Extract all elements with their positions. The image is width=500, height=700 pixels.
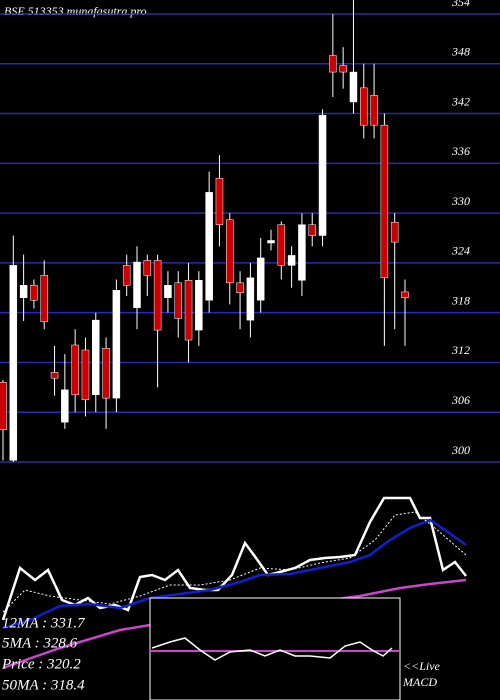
candle-body xyxy=(50,372,59,379)
y-tick-label: 348 xyxy=(451,45,470,59)
y-tick-label: 324 xyxy=(451,244,470,258)
candle-body xyxy=(195,280,203,331)
candle-body xyxy=(164,285,172,298)
candle-body xyxy=(308,224,316,236)
macd-line xyxy=(151,637,393,661)
candle-body xyxy=(246,277,255,321)
candle-body xyxy=(102,348,110,399)
candle-body xyxy=(92,319,100,396)
candle-body xyxy=(380,124,389,279)
live-label: <<Live xyxy=(403,659,441,673)
candle-body xyxy=(360,87,368,126)
candle-body xyxy=(339,65,347,73)
candle-body xyxy=(277,224,286,266)
ma12-line xyxy=(2,518,467,630)
y-tick-label: 318 xyxy=(451,293,470,307)
candle-body xyxy=(205,192,213,301)
candle-body xyxy=(143,260,152,276)
candle-body xyxy=(349,71,358,103)
candle-body xyxy=(112,290,121,399)
candle-body xyxy=(19,285,28,298)
candle-body xyxy=(81,349,90,401)
chart-title: BSE 513353 munafasutra.pro xyxy=(4,4,147,18)
indicators xyxy=(1,496,467,700)
y-tick-label: 342 xyxy=(451,94,470,108)
candle-body xyxy=(122,265,131,286)
y-tick-label: 300 xyxy=(451,443,470,457)
candle-body xyxy=(9,265,18,461)
y-tick-label: 354 xyxy=(451,0,470,9)
candle-body xyxy=(226,219,234,284)
candle-body xyxy=(184,280,193,341)
price-line xyxy=(1,496,467,621)
candle-body xyxy=(318,114,327,236)
note: 12MA : 331.7 xyxy=(2,615,86,631)
note: Price : 320.2 xyxy=(1,656,81,672)
y-tick-label: 312 xyxy=(451,343,470,357)
candle-body xyxy=(401,291,409,298)
candle-body xyxy=(71,344,79,396)
candle-body xyxy=(390,221,399,243)
candle-body xyxy=(256,257,265,301)
candle-body xyxy=(298,224,306,281)
candle-body xyxy=(40,275,48,323)
candle-body xyxy=(61,389,69,423)
candle-body xyxy=(370,95,378,126)
candle-body xyxy=(133,261,141,308)
note: 5MA : 328.6 xyxy=(2,635,78,651)
candle-body xyxy=(30,285,38,301)
candle-body xyxy=(267,240,275,244)
macd-box xyxy=(149,597,401,700)
note: 50MA : 318.4 xyxy=(2,677,85,693)
ma5-line xyxy=(2,511,467,613)
candle-body xyxy=(236,282,244,294)
y-tick-label: 306 xyxy=(451,393,470,407)
candle-body xyxy=(215,178,224,225)
candle-body xyxy=(329,55,337,73)
y-tick-label: 330 xyxy=(451,194,470,208)
candle-body xyxy=(174,282,182,319)
macd-label: MACD xyxy=(402,675,437,689)
candle-body xyxy=(153,260,162,331)
y-tick-label: 336 xyxy=(451,144,470,158)
candle-body xyxy=(287,255,296,266)
candle-body xyxy=(0,382,7,430)
